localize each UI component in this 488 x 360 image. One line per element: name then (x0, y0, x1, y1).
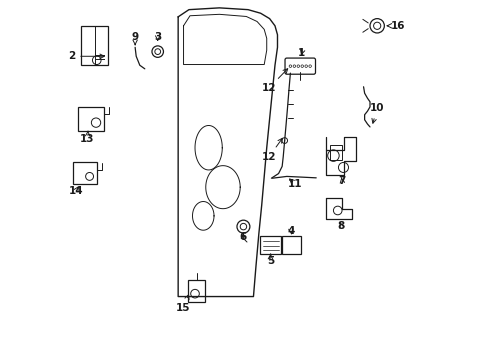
Bar (260, 235, 281, 253)
Text: 8: 8 (337, 221, 344, 231)
Text: 12: 12 (261, 138, 282, 162)
Bar (78, 107, 103, 131)
Text: 4: 4 (287, 226, 294, 236)
Text: 3: 3 (154, 32, 161, 41)
Text: 10: 10 (369, 103, 384, 123)
Text: 14: 14 (68, 186, 83, 196)
Text: 7: 7 (338, 176, 345, 186)
Text: 12: 12 (261, 69, 287, 93)
Bar (282, 236, 300, 253)
Text: 2: 2 (68, 51, 104, 61)
Text: 5: 5 (266, 254, 273, 266)
Bar (188, 280, 205, 302)
Text: 11: 11 (287, 179, 301, 189)
Text: 6: 6 (239, 232, 246, 242)
Bar (81, 26, 108, 65)
Text: 1: 1 (298, 48, 305, 58)
Text: 16: 16 (386, 21, 405, 31)
Text: 9: 9 (131, 32, 139, 45)
Bar (73, 162, 97, 184)
Bar (329, 145, 342, 160)
Text: 15: 15 (176, 295, 190, 313)
Text: 13: 13 (80, 131, 95, 144)
